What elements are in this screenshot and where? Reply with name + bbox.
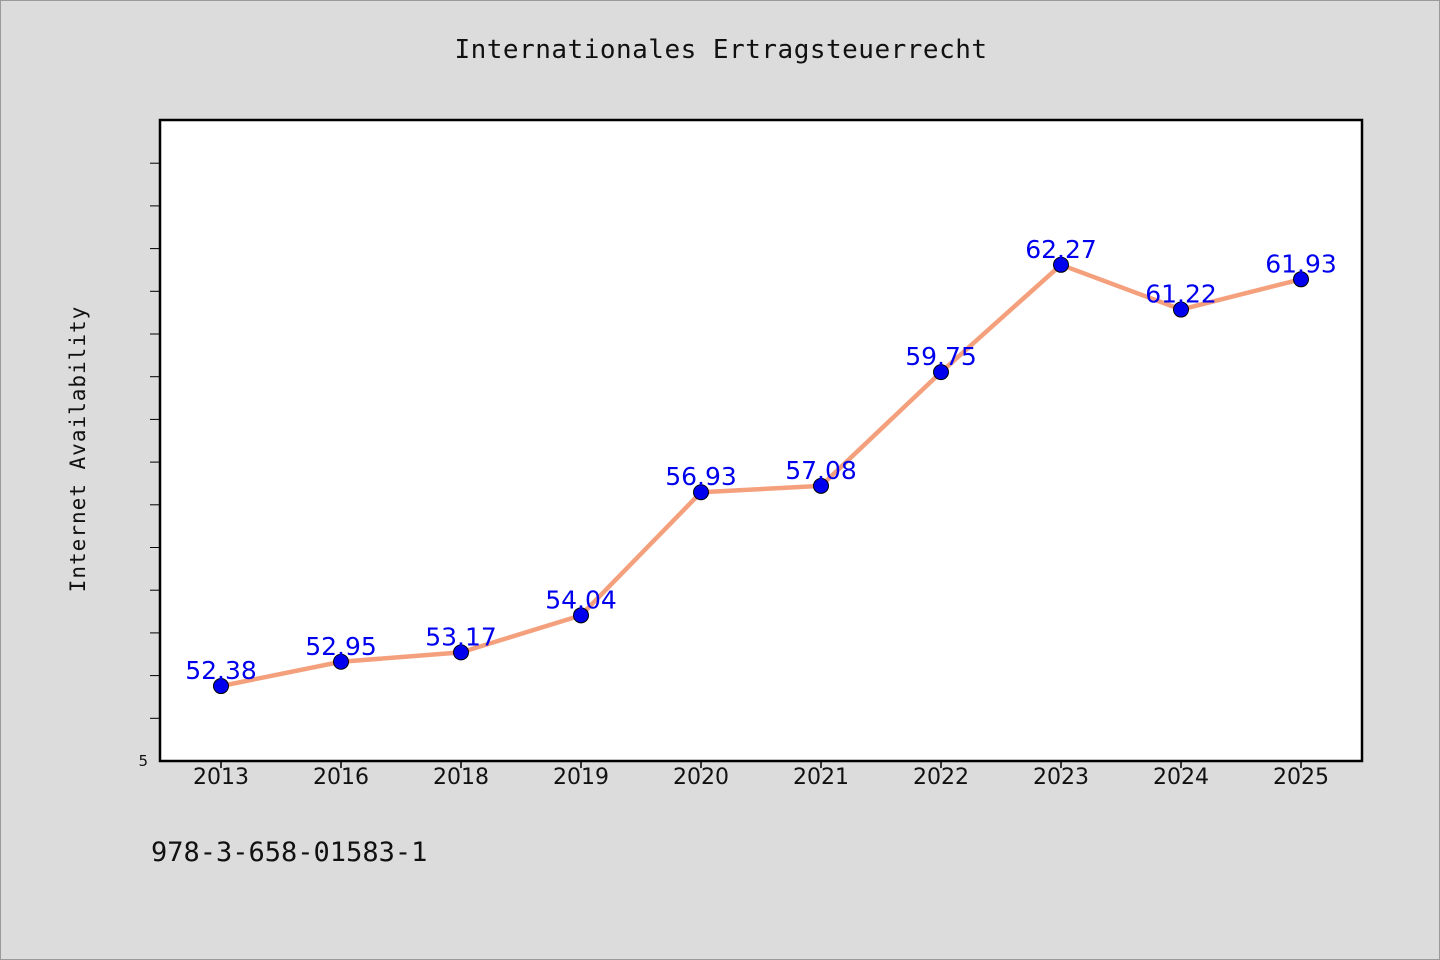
data-point [813, 477, 829, 494]
series-line [220, 262, 1302, 689]
data-point [333, 653, 349, 670]
data-point [213, 678, 229, 695]
data-label: 59.75 [905, 342, 977, 371]
data-label: 61.93 [1265, 249, 1337, 278]
data-label: 61.22 [1145, 280, 1217, 309]
isbn-code: 978-3-658-01583-1 [151, 837, 428, 868]
x-tick-label: 2016 [313, 765, 369, 790]
axis-ticks: 5 [138, 162, 1302, 770]
data-point [573, 607, 589, 624]
plot-frame [158, 118, 1364, 763]
series-line-group [220, 262, 1302, 689]
x-tick-label: 2023 [1033, 765, 1089, 790]
x-tick-label: 2024 [1153, 765, 1209, 790]
data-label: 56.93 [665, 462, 737, 491]
data-point [1173, 301, 1189, 318]
y-tick-label: 5 [138, 752, 148, 770]
x-tick-label: 2013 [193, 765, 249, 790]
x-tick-label: 2020 [673, 765, 729, 790]
data-labels: 52.38 52.95 53.17 54.04 56.93 57.08 59.75 62.27… [185, 235, 1337, 685]
x-tick-label: 2022 [913, 765, 969, 790]
data-label: 52.95 [305, 632, 377, 661]
data-point [453, 644, 469, 661]
data-markers [213, 256, 1309, 695]
data-label: 62.27 [1025, 235, 1097, 264]
x-tick-label: 2021 [793, 765, 849, 790]
data-label: 52.38 [185, 656, 257, 685]
x-tick-label: 2018 [433, 765, 489, 790]
x-tick-label: 2025 [1273, 765, 1329, 790]
data-label: 53.17 [425, 622, 497, 651]
data-point [1053, 256, 1069, 273]
x-tick-label: 2019 [553, 765, 609, 790]
data-point [1293, 271, 1309, 288]
data-point [933, 364, 949, 381]
data-point [693, 484, 709, 501]
x-tick-labels: 2013 2016 2018 2019 2020 2021 2022 2023 2024 2025 [193, 765, 1329, 790]
data-label: 57.08 [785, 456, 857, 485]
chart-title: Internationales Ertragsteuerrecht [454, 35, 988, 65]
data-label: 54.04 [545, 585, 617, 614]
